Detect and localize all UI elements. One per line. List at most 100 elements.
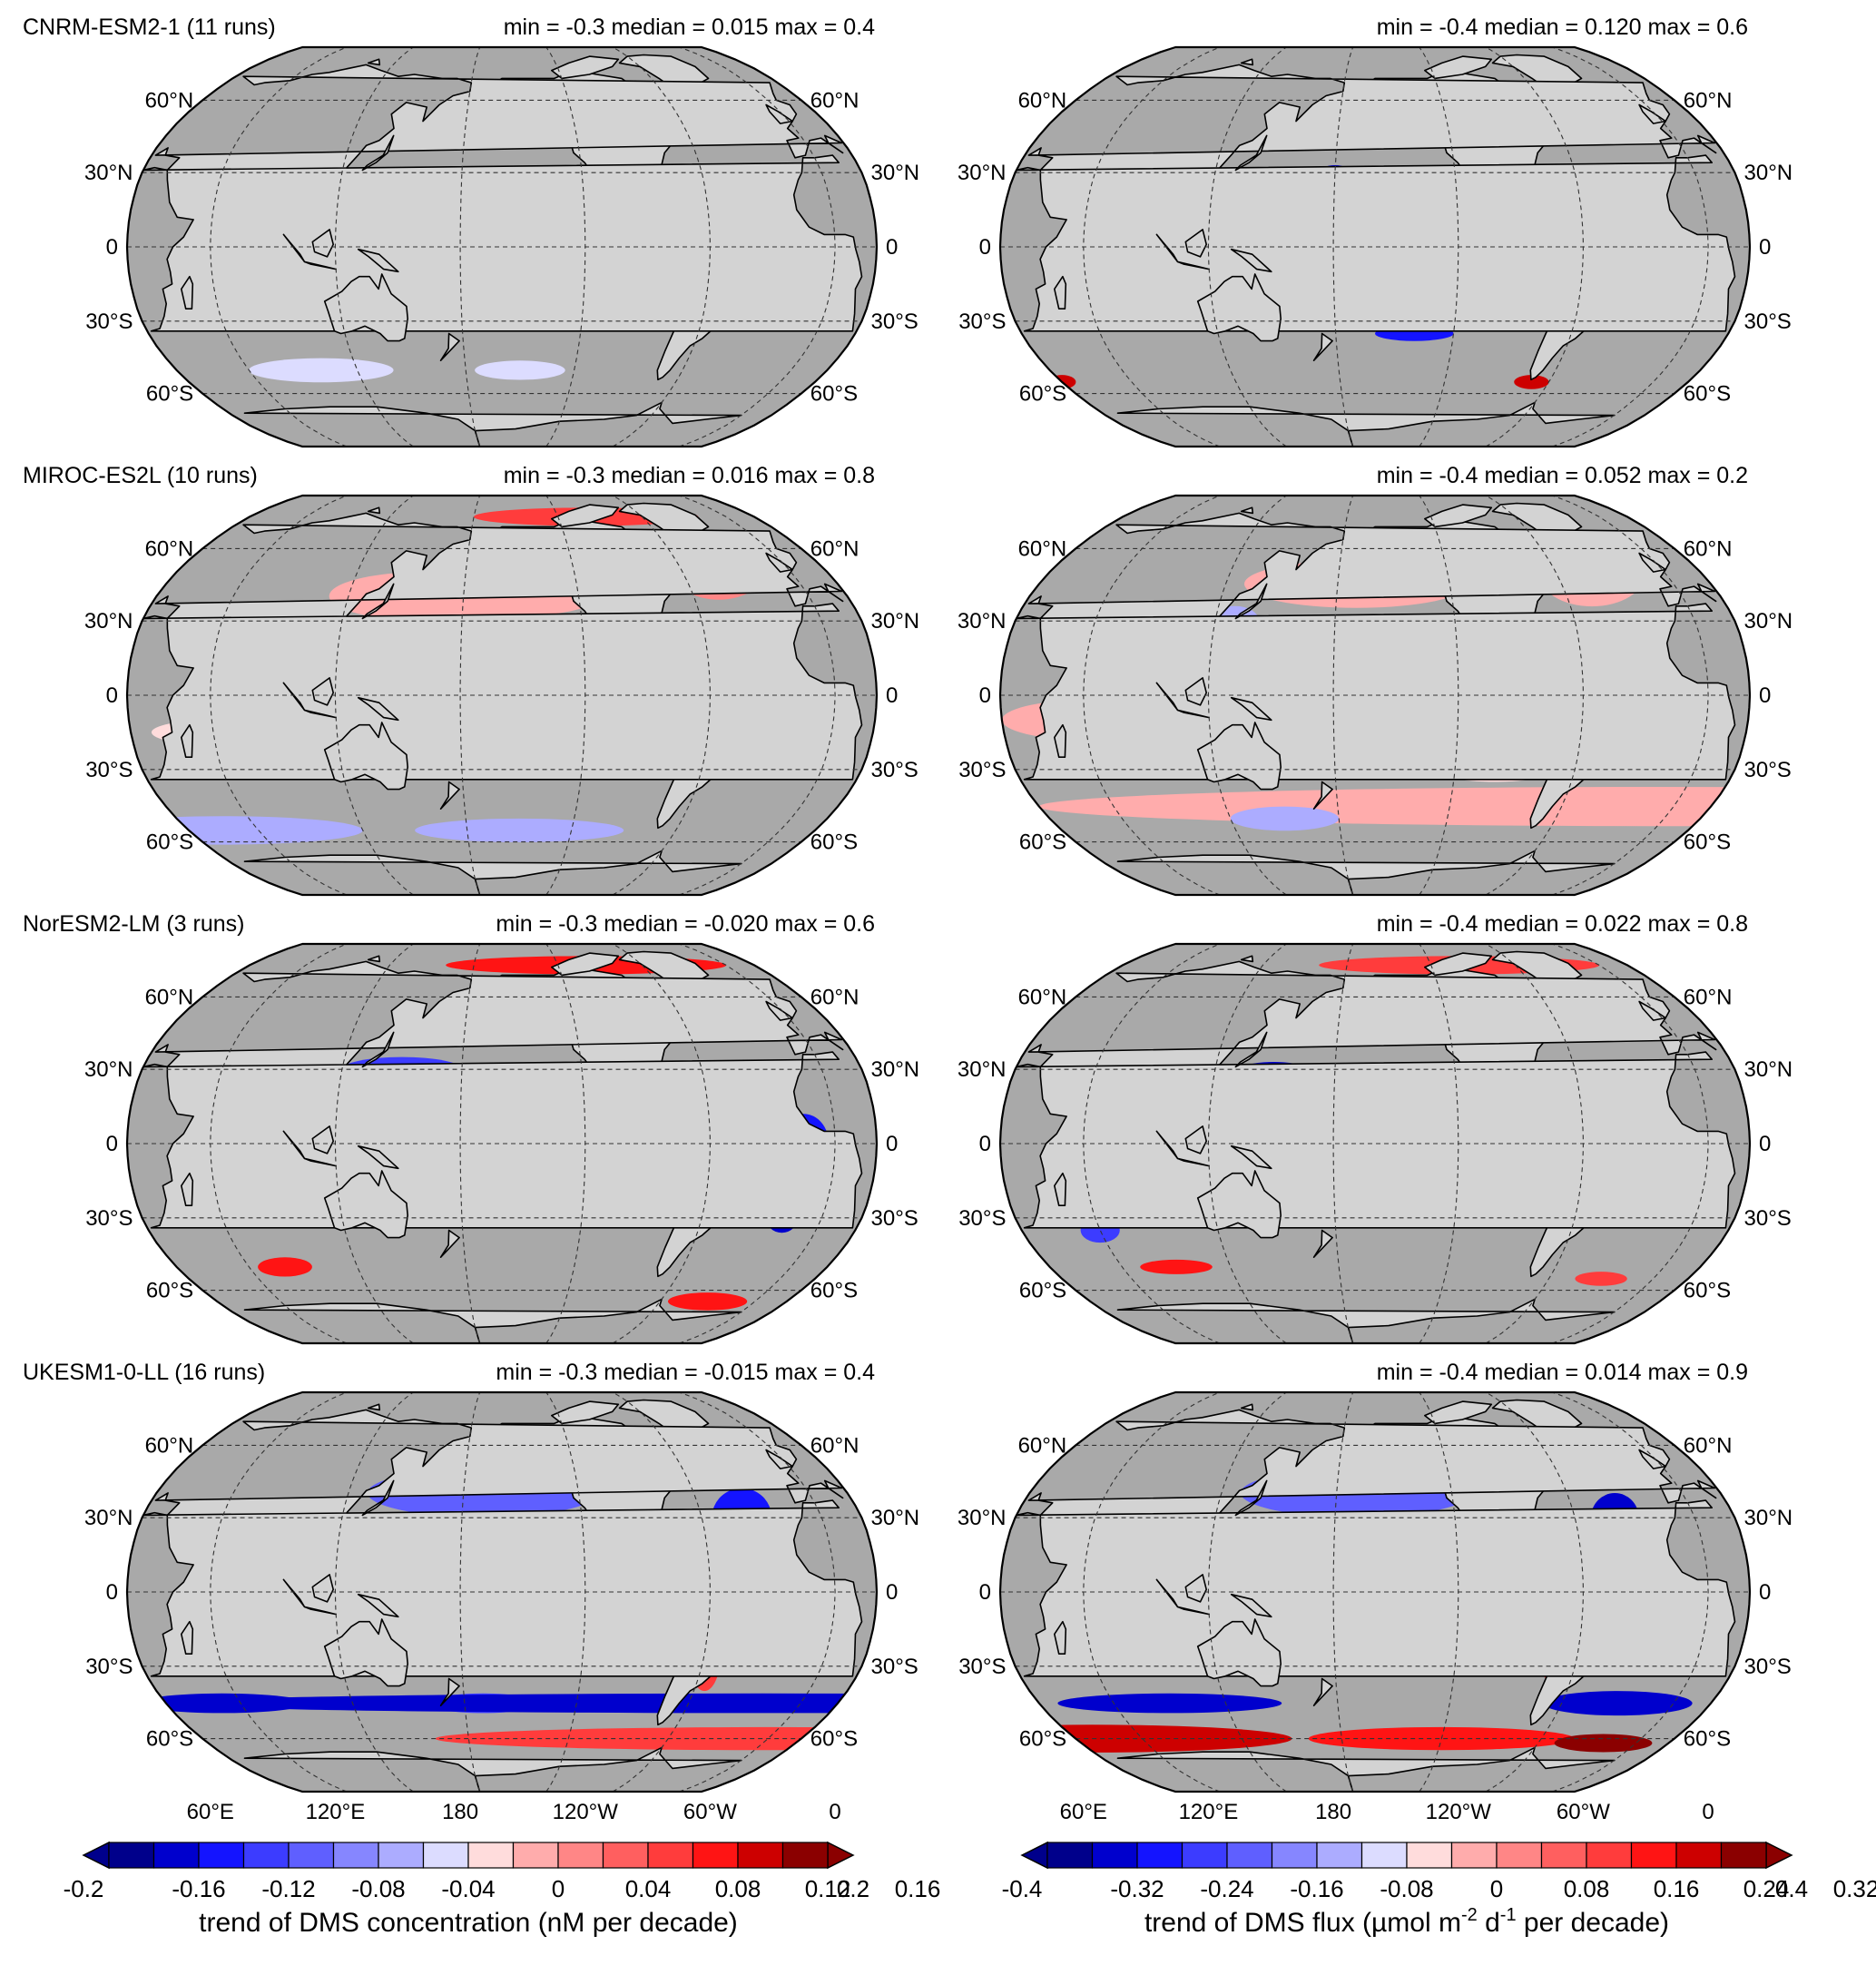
colorbar-swatch	[647, 1842, 694, 1869]
longitude-gridline	[1083, 944, 1221, 1343]
latitude-label-right: 60°S	[810, 1279, 858, 1303]
panel-statistics: min = -0.4 median = 0.014 max = 0.9	[1377, 1360, 1748, 1385]
longitude-label: 60°W	[1557, 1800, 1610, 1824]
latitude-label-left: 60°N	[1018, 1433, 1067, 1458]
map-border	[998, 45, 1752, 448]
colorbar-tick-label: -0.12	[261, 1875, 315, 1902]
land-mass	[1312, 1229, 1333, 1258]
land-mass	[1230, 1145, 1272, 1170]
land-mass	[361, 134, 395, 172]
land-mass	[311, 1125, 334, 1154]
map-border	[998, 942, 1752, 1345]
latitude-label-left: 0	[979, 1132, 991, 1156]
trend-anomaly-patch	[415, 818, 624, 842]
map-panel-5: 60°N 60°N 30°N 30°N 0 0 30°S 30°S 60°S 60°S NorESM…	[23, 911, 919, 1345]
map-border	[125, 1390, 879, 1793]
colorbar-tick-label: -0.04	[441, 1875, 495, 1902]
colorbar-swatch	[1586, 1842, 1633, 1869]
trend-anomaly-patch	[1140, 1259, 1213, 1274]
latitude-label-right: 30°S	[871, 758, 918, 782]
map-panel-6: 60°N 60°N 30°N 30°N 0 0 30°S 30°S 60°S 60°S min = …	[958, 911, 1793, 1345]
land-mass	[181, 1172, 194, 1206]
trend-anomaly-patch	[249, 358, 394, 383]
trend-anomaly-patch	[1057, 1693, 1282, 1714]
land-mass	[1638, 103, 1666, 124]
colorbar-swatch	[332, 1842, 379, 1869]
trend-anomaly-patch	[1543, 1691, 1693, 1716]
trend-anomaly-patch	[1514, 375, 1549, 389]
longitude-gridline	[1207, 944, 1287, 1343]
latitude-label-left: 30°N	[84, 161, 133, 185]
latitude-label-left: 60°N	[145, 1433, 194, 1458]
panel-statistics: min = -0.4 median = 0.052 max = 0.2	[1377, 463, 1748, 488]
colorbar-swatch	[692, 1842, 739, 1869]
trend-anomaly-patch	[258, 1257, 312, 1277]
land-mass	[367, 1403, 381, 1411]
map-border	[998, 1390, 1752, 1793]
colorbar-tick-label: -0.16	[1290, 1875, 1343, 1902]
latitude-label-right: 30°N	[871, 161, 920, 185]
longitude-gridline	[210, 496, 348, 895]
land-mass	[1054, 1620, 1067, 1655]
longitude-gridline	[1207, 47, 1287, 447]
trend-anomaly-patch	[127, 816, 363, 845]
latitude-label-left: 0	[106, 1580, 118, 1605]
longitude-gridline	[545, 47, 586, 447]
land-mass	[765, 103, 793, 124]
latitude-label-right: 0	[886, 235, 898, 260]
map-panel-2: 60°N 60°N 30°N 30°N 0 0 30°S 30°S 60°S 60°S min = …	[958, 15, 1793, 448]
panel-statistics: min = -0.3 median = 0.016 max = 0.8	[504, 463, 875, 488]
latitude-label-right: 30°S	[871, 1655, 918, 1679]
trend-anomaly-patch	[668, 1292, 748, 1311]
land-mass	[311, 229, 334, 258]
colorbars: -0.2 -0.16 -0.12 -0.08 -0.04 0 0.04 0.08 0.12 0.1…	[64, 1841, 1876, 1938]
latitude-label-right: 0	[886, 1132, 898, 1156]
land-mass	[551, 1400, 620, 1425]
land-mass	[323, 1170, 408, 1239]
land-mass	[551, 55, 620, 80]
land-mass	[1240, 955, 1254, 963]
latitude-label-left: 60°N	[145, 88, 194, 113]
land-mass	[323, 273, 408, 342]
latitude-label-right: 60°N	[810, 536, 859, 561]
colorbar-swatch	[1630, 1842, 1677, 1869]
land-mass	[357, 248, 399, 273]
longitude-gridline	[679, 1392, 836, 1792]
model-title: UKESM1-0-LL (16 runs)	[23, 1360, 265, 1385]
colorbar-tick-label: 0.12	[805, 1875, 851, 1902]
latitude-label-right: 0	[1759, 1580, 1771, 1605]
latitude-label-left: 60°S	[146, 1727, 193, 1752]
latitude-label-left: 0	[979, 683, 991, 708]
longitude-gridline	[545, 496, 586, 895]
colorbar-swatch	[1360, 1842, 1408, 1869]
latitude-label-left: 30°S	[958, 1206, 1006, 1231]
latitude-label-left: 60°S	[146, 830, 193, 855]
colorbar-swatch	[1496, 1842, 1543, 1869]
panel-statistics: min = -0.4 median = 0.120 max = 0.6	[1377, 15, 1748, 40]
latitude-label-left: 30°N	[84, 609, 133, 634]
land-mass	[1016, 154, 1736, 332]
longitude-label: 120°E	[306, 1800, 366, 1824]
colorbar-swatch	[737, 1842, 784, 1869]
land-mass	[1230, 248, 1272, 273]
land-mass	[1184, 229, 1207, 258]
panel-statistics: min = -0.3 median = -0.020 max = 0.6	[496, 911, 875, 937]
land-mass	[1424, 504, 1493, 528]
land-mass	[282, 233, 306, 263]
longitude-gridline	[1485, 1392, 1584, 1792]
land-mass	[1638, 1449, 1666, 1469]
longitude-gridline	[334, 496, 414, 895]
land-mass	[142, 603, 863, 781]
land-mass	[367, 506, 381, 515]
land-mass	[311, 677, 334, 706]
land-mass	[1016, 1051, 1736, 1229]
land-mass	[361, 1479, 395, 1517]
longitude-gridline	[334, 1392, 414, 1792]
latitude-label-left: 30°S	[958, 309, 1006, 334]
colorbar-swatch	[1675, 1842, 1723, 1869]
land-mass	[1312, 332, 1333, 361]
model-title: MIROC-ES2L (10 runs)	[23, 463, 258, 488]
land-mass	[142, 1499, 863, 1677]
colorbar-swatch	[1136, 1842, 1184, 1869]
longitude-gridline	[1552, 47, 1709, 447]
